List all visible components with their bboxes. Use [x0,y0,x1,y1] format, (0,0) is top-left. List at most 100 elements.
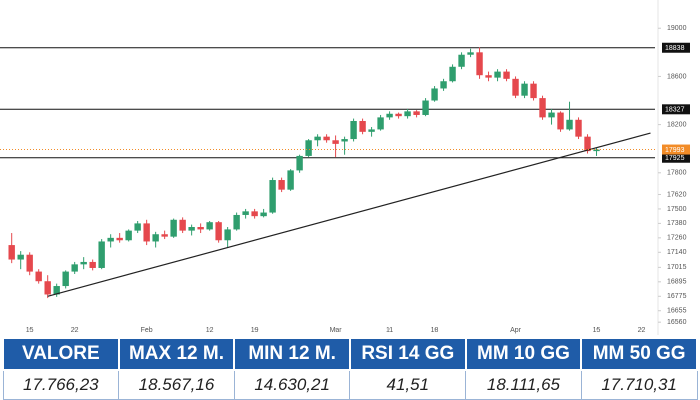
level-label: 17925 [665,155,685,162]
y-tick-label: 19000 [667,25,687,32]
y-tick-label: 17015 [667,264,687,271]
candle-body [134,223,141,231]
candle-body [125,230,132,241]
last-price-label: 17993 [665,147,685,154]
y-tick-label: 17800 [667,170,687,177]
value-row: 17.766,23 18.567,16 14.630,21 41,51 18.111,6… [2,369,698,400]
level-tag [662,152,690,163]
candle-body [107,237,114,242]
y-tick-label: 17380 [667,220,687,227]
candle-body [422,100,429,115]
candle-body [431,88,438,101]
candle-body [80,261,87,265]
candle-body [44,281,51,295]
level-tag [662,104,690,115]
x-tick-label: 11 [386,327,393,334]
column-header: MIN 12 M. [233,337,351,371]
header-row: VALORE MAX 12 M. MIN 12 M. RSI 14 GG MM 10 G… [2,337,698,371]
x-tick-label: 12 [206,327,214,334]
candle-body [242,211,249,215]
x-tick-label: Apr [510,327,522,334]
x-tick-label: 15 [26,327,34,334]
cell: 18.111,65 [465,369,582,400]
candle-body [440,81,447,89]
candle-body [332,140,339,144]
candle-body [89,261,96,268]
candle-body [188,227,195,231]
x-tick-label: Mar [330,327,343,334]
candle-body [62,271,69,287]
candle-body [467,52,474,55]
candle-body [296,155,303,171]
candle-body [26,254,33,272]
y-tick-label: 16560 [667,319,687,326]
level-tag [662,42,690,53]
trend-line [47,132,651,297]
candle-body [8,245,15,260]
candle-body [485,75,492,78]
candle-body [377,117,384,130]
candle-body [386,113,393,118]
last-price-tag [662,144,690,155]
column-header: VALORE [2,337,120,371]
candle-body [116,237,123,241]
y-tick-label: 17620 [667,191,687,198]
candle-body [314,136,321,141]
candle-body [521,83,528,96]
candle-body [566,119,573,130]
x-tick-label: Feb [141,327,153,334]
candle-body [260,212,267,217]
column-header: MAX 12 M. [117,337,236,371]
stats-table: VALORE MAX 12 M. MIN 12 M. RSI 14 GG MM 10 G… [2,337,698,400]
column-header: MM 50 GG [580,337,698,371]
candle-body [215,222,222,241]
candle-body [449,66,456,82]
candle-body [575,119,582,137]
candle-body [548,112,555,118]
y-tick-label: 16895 [667,279,687,286]
y-tick-label: 18600 [667,73,687,80]
candle-body [458,54,465,67]
candle-body [53,286,60,295]
y-tick-label: 17260 [667,235,687,242]
candle-body [206,222,213,230]
candle-body [341,139,348,142]
candle-body [530,83,537,99]
candle-body [494,71,501,78]
x-tick-label: 19 [251,327,259,334]
candle-body [152,234,159,242]
chart: 19000 18600 18200 17800 17620 17500 17380 17260… [0,0,690,335]
candle-body [350,120,357,140]
candle-body [17,254,24,260]
candle-body [287,170,294,190]
y-tick-label: 16775 [667,293,687,300]
candle-body [404,111,411,117]
cell: 41,51 [349,369,467,400]
x-tick-label: 15 [593,327,601,334]
candle-body [35,271,42,282]
candle-body [305,140,312,156]
candle-body [512,78,519,96]
y-tick-label: 17140 [667,249,687,256]
candle-body [359,120,366,132]
candle-body [413,111,420,115]
y-tick-label: 16655 [667,308,687,315]
column-header: MM 10 GG [464,337,583,371]
x-tick-label: 22 [638,327,646,334]
candle-body [584,136,591,152]
candle-body [143,223,150,242]
candle-body [233,214,240,230]
candle-body [539,98,546,118]
cell: 18.567,16 [118,369,235,400]
candle-body [368,129,375,132]
cell: 17.710,31 [580,369,698,400]
candle-body [278,180,285,190]
candle-body [251,211,258,217]
y-tick-label: 18200 [667,121,687,128]
cell: 14.630,21 [233,369,351,400]
candle-body [503,71,510,79]
level-label: 18327 [665,107,685,114]
x-tick-label: 22 [71,327,79,334]
x-tick-label: 18 [431,327,439,334]
y-tick-label: 17500 [667,206,687,213]
